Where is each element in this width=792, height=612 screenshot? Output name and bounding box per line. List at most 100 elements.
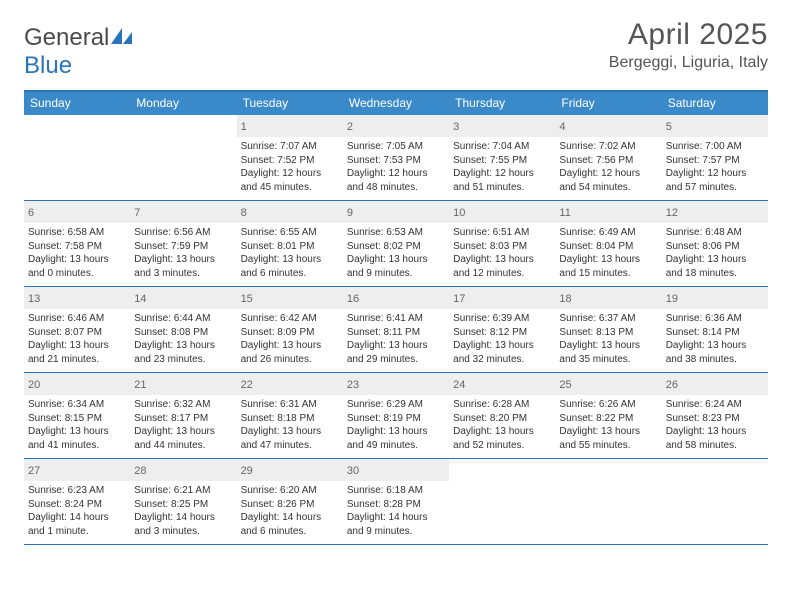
day-number: 13 bbox=[28, 293, 40, 305]
day-cell: 3Sunrise: 7:04 AMSunset: 7:55 PMDaylight… bbox=[449, 115, 555, 200]
calendar: Sunday Monday Tuesday Wednesday Thursday… bbox=[24, 90, 768, 545]
day-number: 19 bbox=[666, 293, 678, 305]
daylight-line: Daylight: 13 hours and 35 minutes. bbox=[559, 339, 657, 366]
day-info: Sunrise: 7:07 AMSunset: 7:52 PMDaylight:… bbox=[241, 140, 339, 194]
weekday-tuesday: Tuesday bbox=[237, 92, 343, 115]
sunrise-line: Sunrise: 6:37 AM bbox=[559, 312, 657, 326]
day-info: Sunrise: 6:41 AMSunset: 8:11 PMDaylight:… bbox=[347, 312, 445, 366]
empty-cell bbox=[130, 115, 236, 200]
empty-cell bbox=[555, 459, 661, 544]
sunset-line: Sunset: 8:06 PM bbox=[666, 240, 764, 254]
sunrise-line: Sunrise: 6:24 AM bbox=[666, 398, 764, 412]
day-cell: 6 Sunrise: 6:58 AMSunset: 7:58 PMDaylight… bbox=[24, 201, 130, 286]
day-number: 27 bbox=[28, 465, 40, 477]
daylight-line: Daylight: 13 hours and 38 minutes. bbox=[666, 339, 764, 366]
day-number-band: 17 bbox=[449, 287, 555, 309]
day-number-band: 18 bbox=[555, 287, 661, 309]
day-number-band: 21 bbox=[130, 373, 236, 395]
sunrise-line: Sunrise: 7:07 AM bbox=[241, 140, 339, 154]
sunset-line: Sunset: 8:08 PM bbox=[134, 326, 232, 340]
day-cell: 16Sunrise: 6:41 AMSunset: 8:11 PMDayligh… bbox=[343, 287, 449, 372]
sunset-line: Sunset: 7:57 PM bbox=[666, 154, 764, 168]
page-header: GeneralBlue April 2025 Bergeggi, Liguria… bbox=[24, 18, 768, 80]
day-cell: 24Sunrise: 6:28 AMSunset: 8:20 PMDayligh… bbox=[449, 373, 555, 458]
day-number-band: 6 bbox=[24, 201, 130, 223]
day-info: Sunrise: 6:37 AMSunset: 8:13 PMDaylight:… bbox=[559, 312, 657, 366]
day-number-band: 2 bbox=[343, 115, 449, 137]
daylight-line: Daylight: 13 hours and 12 minutes. bbox=[453, 253, 551, 280]
day-info: Sunrise: 6:55 AMSunset: 8:01 PMDaylight:… bbox=[241, 226, 339, 280]
weekday-saturday: Saturday bbox=[662, 92, 768, 115]
weekday-wednesday: Wednesday bbox=[343, 92, 449, 115]
day-info: Sunrise: 6:28 AMSunset: 8:20 PMDaylight:… bbox=[453, 398, 551, 452]
day-number: 10 bbox=[453, 207, 465, 219]
daylight-line: Daylight: 12 hours and 57 minutes. bbox=[666, 167, 764, 194]
sunrise-line: Sunrise: 6:18 AM bbox=[347, 484, 445, 498]
day-info: Sunrise: 6:34 AMSunset: 8:15 PMDaylight:… bbox=[28, 398, 126, 452]
day-number: 11 bbox=[559, 207, 570, 219]
sunset-line: Sunset: 8:18 PM bbox=[241, 412, 339, 426]
day-number-band: 27 bbox=[24, 459, 130, 481]
sunrise-line: Sunrise: 6:41 AM bbox=[347, 312, 445, 326]
sunrise-line: Sunrise: 7:04 AM bbox=[453, 140, 551, 154]
weekday-header: Sunday Monday Tuesday Wednesday Thursday… bbox=[24, 92, 768, 115]
day-info: Sunrise: 6:44 AMSunset: 8:08 PMDaylight:… bbox=[134, 312, 232, 366]
daylight-line: Daylight: 13 hours and 23 minutes. bbox=[134, 339, 232, 366]
sunrise-line: Sunrise: 7:02 AM bbox=[559, 140, 657, 154]
daylight-line: Daylight: 13 hours and 29 minutes. bbox=[347, 339, 445, 366]
day-number-band: 4 bbox=[555, 115, 661, 137]
location-text: Bergeggi, Liguria, Italy bbox=[609, 54, 768, 72]
day-number-band: 14 bbox=[130, 287, 236, 309]
sunrise-line: Sunrise: 6:42 AM bbox=[241, 312, 339, 326]
sunrise-line: Sunrise: 6:51 AM bbox=[453, 226, 551, 240]
weekday-sunday: Sunday bbox=[24, 92, 130, 115]
daylight-line: Daylight: 14 hours and 3 minutes. bbox=[134, 511, 232, 538]
sunrise-line: Sunrise: 6:44 AM bbox=[134, 312, 232, 326]
day-number: 29 bbox=[241, 465, 253, 477]
day-info: Sunrise: 6:32 AMSunset: 8:17 PMDaylight:… bbox=[134, 398, 232, 452]
day-cell: 21 Sunrise: 6:32 AMSunset: 8:17 PMDayligh… bbox=[130, 373, 236, 458]
daylight-line: Daylight: 13 hours and 6 minutes. bbox=[241, 253, 339, 280]
sunset-line: Sunset: 8:23 PM bbox=[666, 412, 764, 426]
day-info: Sunrise: 6:39 AMSunset: 8:12 PMDaylight:… bbox=[453, 312, 551, 366]
day-number-band: 13 bbox=[24, 287, 130, 309]
daylight-line: Daylight: 13 hours and 26 minutes. bbox=[241, 339, 339, 366]
sunset-line: Sunset: 7:53 PM bbox=[347, 154, 445, 168]
sunrise-line: Sunrise: 6:46 AM bbox=[28, 312, 126, 326]
sunrise-line: Sunrise: 6:21 AM bbox=[134, 484, 232, 498]
sunrise-line: Sunrise: 7:00 AM bbox=[666, 140, 764, 154]
sunrise-line: Sunrise: 6:39 AM bbox=[453, 312, 551, 326]
sunrise-line: Sunrise: 6:49 AM bbox=[559, 226, 657, 240]
day-info: Sunrise: 7:05 AMSunset: 7:53 PMDaylight:… bbox=[347, 140, 445, 194]
day-cell: 23Sunrise: 6:29 AMSunset: 8:19 PMDayligh… bbox=[343, 373, 449, 458]
day-number: 21 bbox=[134, 379, 146, 391]
daylight-line: Daylight: 14 hours and 1 minute. bbox=[28, 511, 126, 538]
daylight-line: Daylight: 12 hours and 48 minutes. bbox=[347, 167, 445, 194]
day-number: 9 bbox=[347, 207, 353, 219]
sunset-line: Sunset: 8:04 PM bbox=[559, 240, 657, 254]
daylight-line: Daylight: 13 hours and 44 minutes. bbox=[134, 425, 232, 452]
daylight-line: Daylight: 13 hours and 3 minutes. bbox=[134, 253, 232, 280]
sunrise-line: Sunrise: 6:55 AM bbox=[241, 226, 339, 240]
day-info: Sunrise: 7:00 AMSunset: 7:57 PMDaylight:… bbox=[666, 140, 764, 194]
day-info: Sunrise: 6:51 AMSunset: 8:03 PMDaylight:… bbox=[453, 226, 551, 280]
sunset-line: Sunset: 7:59 PM bbox=[134, 240, 232, 254]
sunset-line: Sunset: 7:55 PM bbox=[453, 154, 551, 168]
day-info: Sunrise: 6:58 AMSunset: 7:58 PMDaylight:… bbox=[28, 226, 126, 280]
sunrise-line: Sunrise: 6:29 AM bbox=[347, 398, 445, 412]
day-cell: 27Sunrise: 6:23 AMSunset: 8:24 PMDayligh… bbox=[24, 459, 130, 544]
day-info: Sunrise: 6:21 AMSunset: 8:25 PMDaylight:… bbox=[134, 484, 232, 538]
daylight-line: Daylight: 13 hours and 58 minutes. bbox=[666, 425, 764, 452]
daylight-line: Daylight: 12 hours and 45 minutes. bbox=[241, 167, 339, 194]
day-info: Sunrise: 6:29 AMSunset: 8:19 PMDaylight:… bbox=[347, 398, 445, 452]
header-right: April 2025 Bergeggi, Liguria, Italy bbox=[609, 18, 768, 72]
sunrise-line: Sunrise: 6:56 AM bbox=[134, 226, 232, 240]
sunrise-line: Sunrise: 6:20 AM bbox=[241, 484, 339, 498]
day-cell: 29Sunrise: 6:20 AMSunset: 8:26 PMDayligh… bbox=[237, 459, 343, 544]
sunset-line: Sunset: 7:58 PM bbox=[28, 240, 126, 254]
day-info: Sunrise: 6:24 AMSunset: 8:23 PMDaylight:… bbox=[666, 398, 764, 452]
day-info: Sunrise: 6:49 AMSunset: 8:04 PMDaylight:… bbox=[559, 226, 657, 280]
day-number: 28 bbox=[134, 465, 146, 477]
sunrise-line: Sunrise: 6:26 AM bbox=[559, 398, 657, 412]
day-cell: 20Sunrise: 6:34 AMSunset: 8:15 PMDayligh… bbox=[24, 373, 130, 458]
